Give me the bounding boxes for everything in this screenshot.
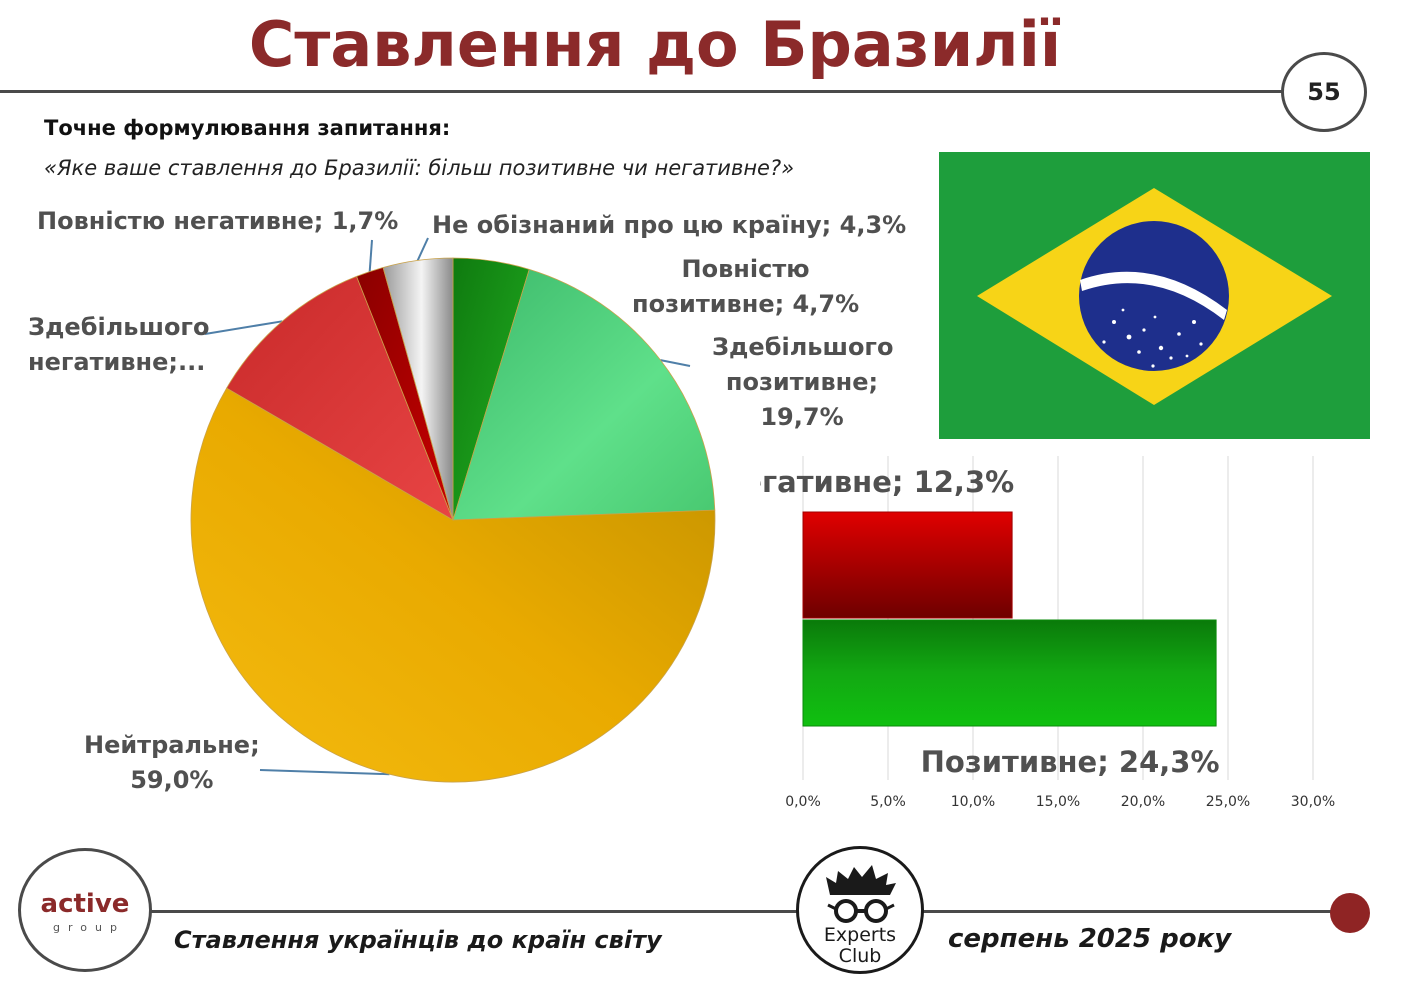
- pie-label-line: позитивне; 4,7%: [632, 289, 860, 318]
- bar-x-tick-label: 25,0%: [1206, 794, 1250, 810]
- footer-survey-title: Ставлення українців до країн світу: [174, 926, 662, 954]
- active-logo-word: active: [40, 889, 130, 919]
- pie-label-line: позитивне;: [725, 367, 879, 396]
- pie-label-line: Не обізнаний про цю країну; 4,3%: [432, 211, 907, 239]
- footer-date: серпень 2025 року: [948, 924, 1232, 954]
- pie-leader-line: [204, 320, 283, 335]
- active-group-logo: active group: [18, 848, 152, 972]
- pie-label-unaware: Не обізнаний про цю країну; 4,3%: [432, 208, 906, 243]
- bar-x-tick-label: 10,0%: [951, 794, 995, 810]
- bar-negative: [802, 511, 1013, 619]
- pie-label-mostly-negative: Здебільшого негативне;...: [28, 310, 209, 380]
- pie-slice-mostly-negative: [226, 275, 454, 521]
- pie-label-line: Здебільшого: [28, 313, 210, 341]
- bar-label-positive: Позитивне; 24,3%: [921, 745, 1220, 779]
- bar-x-tick-label: 0,0%: [785, 794, 821, 810]
- glasses-face-icon: [826, 865, 896, 923]
- experts-logo-text: Experts Club: [799, 925, 921, 967]
- bar-x-tick-label: 5,0%: [870, 794, 906, 810]
- pie-leader-line: [416, 237, 429, 261]
- decorative-red-dot: [1330, 893, 1370, 933]
- pie-label-line: 59,0%: [130, 765, 214, 794]
- bar-label-negative: Негативне; 12,3%: [760, 465, 1014, 499]
- pie-chart: [190, 237, 716, 783]
- pie-label-fully-negative: Повністю негативне; 1,7%: [37, 204, 398, 239]
- page-title: Ставлення до Бразилії: [248, 8, 1062, 81]
- question-text: «Яке ваше ставлення до Бразилії: більш п…: [44, 156, 795, 180]
- pie-label-mostly-positive: Здебільшого позитивне; 19,7%: [712, 330, 894, 434]
- title-divider: [0, 90, 1290, 93]
- experts-logo-line1: Experts: [823, 924, 897, 946]
- pie-label-line: Нейтральне;: [84, 731, 260, 759]
- pie-label-neutral: Нейтральне; 59,0%: [84, 728, 260, 798]
- bar-x-tick-label: 15,0%: [1036, 794, 1080, 810]
- bar-positive: [802, 619, 1217, 727]
- pie-label-line: Здебільшого: [712, 333, 894, 361]
- pie-leader-line: [259, 769, 390, 776]
- bar-x-tick-label: 30,0%: [1291, 794, 1335, 810]
- page-number: 55: [1281, 52, 1367, 132]
- footer-divider: [150, 910, 1350, 913]
- experts-club-logo: Experts Club: [796, 846, 924, 974]
- pie-leader-line: [660, 359, 691, 367]
- pie-label-line: Повністю негативне; 1,7%: [37, 207, 399, 235]
- pie-slice-mostly-positive: [452, 268, 716, 521]
- pie-slice-neutral: [190, 387, 716, 783]
- pie-label-line: Повністю: [681, 255, 810, 283]
- brazil-flag-image: [939, 152, 1370, 439]
- pie-leader-line: [368, 239, 373, 272]
- pie-label-fully-positive: Повністю позитивне; 4,7%: [632, 252, 859, 322]
- pie-slice-unaware: [382, 257, 454, 521]
- bar-x-tick-label: 20,0%: [1121, 794, 1165, 810]
- pie-label-line: 19,7%: [760, 402, 844, 431]
- experts-logo-line2: Club: [838, 944, 882, 967]
- pie-label-line: негативне;...: [28, 347, 206, 376]
- active-logo-sub: group: [53, 921, 125, 934]
- bar-chart: 0,0% 5,0% 10,0% 15,0% 20,0% 25,0% 30,0% Негати…: [760, 456, 1335, 810]
- question-label: Точне формулювання запитання:: [44, 116, 451, 140]
